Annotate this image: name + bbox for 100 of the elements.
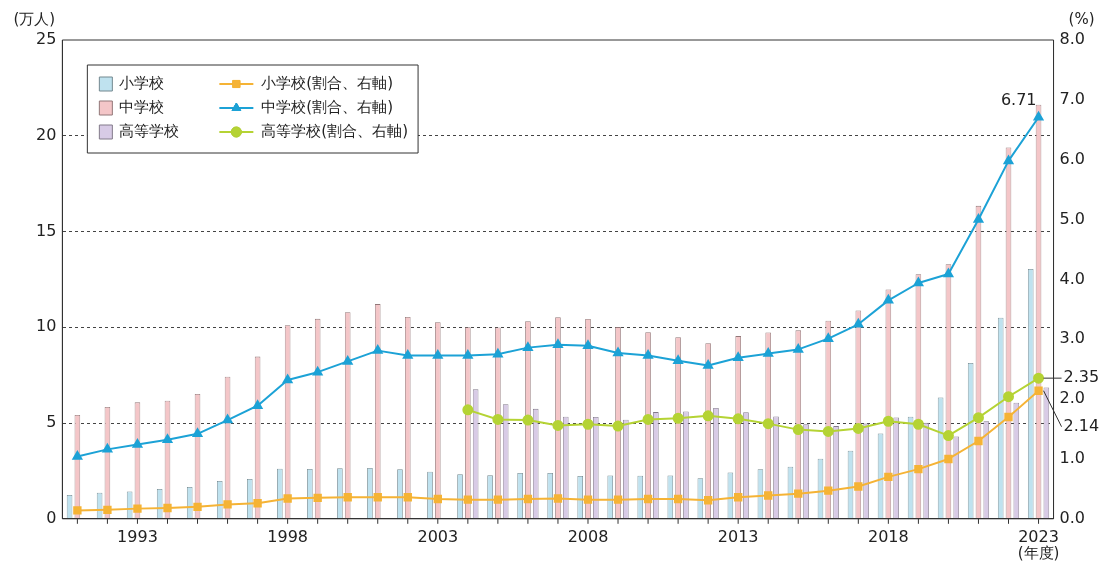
point <box>643 494 653 504</box>
y2-tick-label: 1.0 <box>1059 448 1086 468</box>
y2-tick-label: 6.0 <box>1059 148 1086 168</box>
y-tick-label: 5 <box>46 412 57 432</box>
point <box>702 410 714 422</box>
point <box>974 436 983 446</box>
point <box>582 418 594 430</box>
point <box>493 495 503 504</box>
point <box>854 482 863 491</box>
point <box>1034 386 1043 395</box>
point <box>163 503 172 513</box>
point <box>1033 372 1045 384</box>
point <box>252 400 263 409</box>
point <box>1033 111 1044 121</box>
point <box>283 494 292 503</box>
point <box>613 347 623 357</box>
legend-label: 小学校 <box>119 73 165 92</box>
point <box>884 472 893 482</box>
point <box>222 414 233 424</box>
point <box>883 294 894 304</box>
y2-tick-label: 7.0 <box>1059 89 1086 109</box>
point <box>523 494 533 504</box>
point <box>552 419 564 431</box>
x-tick-label: 2023 <box>1018 526 1059 546</box>
x-axis-title: (年度) <box>1017 544 1060 563</box>
legend-label: 高等学校(割合、右軸) <box>261 121 409 140</box>
point <box>492 348 503 358</box>
point <box>612 420 624 432</box>
point <box>342 355 353 365</box>
point <box>103 505 112 514</box>
y-tick-label: 25 <box>36 29 57 49</box>
y2-axis-title: (%) <box>1068 10 1095 29</box>
point <box>973 214 984 223</box>
point <box>372 345 383 354</box>
point <box>673 494 683 504</box>
point <box>882 415 894 427</box>
point <box>343 493 352 502</box>
point <box>492 413 504 425</box>
x-tick-label: 2003 <box>417 526 459 546</box>
point <box>613 495 623 504</box>
y-tick-label: 15 <box>36 220 57 240</box>
y-tick-label: 20 <box>36 124 57 144</box>
point <box>943 268 954 278</box>
point <box>132 439 143 448</box>
data-label: 2.35 <box>1063 367 1100 387</box>
point <box>403 493 412 502</box>
point <box>824 486 833 495</box>
point <box>463 495 473 504</box>
legend-label: 小学校(割合、右軸) <box>261 73 394 92</box>
point <box>703 360 714 369</box>
point <box>792 424 804 436</box>
point <box>972 412 984 424</box>
point <box>703 496 713 505</box>
point <box>913 277 924 287</box>
point <box>223 500 232 509</box>
x-tick-label: 1993 <box>117 526 158 546</box>
point <box>282 374 293 384</box>
point <box>553 494 563 503</box>
point <box>793 343 804 353</box>
point <box>373 493 382 502</box>
point <box>822 425 834 437</box>
y2-tick-label: 0.0 <box>1059 507 1086 527</box>
x-tick-label: 2008 <box>567 526 609 546</box>
data-label: 6.71 <box>1000 90 1037 110</box>
point <box>944 454 953 464</box>
point <box>1003 155 1014 165</box>
point <box>733 352 744 362</box>
point <box>192 428 203 438</box>
point <box>672 412 684 424</box>
legend-label: 中学校 <box>119 97 165 116</box>
point <box>852 422 864 434</box>
point <box>253 499 262 508</box>
point <box>432 349 443 359</box>
y-tick-label: 0 <box>46 507 57 527</box>
point <box>912 418 924 430</box>
point <box>583 495 593 504</box>
point <box>193 502 202 512</box>
point <box>764 491 773 500</box>
legend-label: 高等学校 <box>119 121 180 140</box>
y-tick-label: 10 <box>36 316 57 336</box>
x-tick-label: 1998 <box>267 526 308 546</box>
point <box>462 349 473 359</box>
x-tick-label: 2013 <box>717 526 759 546</box>
point <box>553 339 563 348</box>
point <box>313 493 322 503</box>
y2-tick-label: 5.0 <box>1059 208 1086 228</box>
point <box>583 340 593 350</box>
point <box>72 451 83 460</box>
point <box>523 342 533 351</box>
legend-label: 中学校(割合、右軸) <box>261 97 394 116</box>
x-tick-label: 2018 <box>868 526 909 546</box>
point <box>162 434 173 444</box>
y2-tick-label: 3.0 <box>1059 328 1086 348</box>
point <box>762 418 774 430</box>
point <box>853 318 864 328</box>
point <box>643 349 653 359</box>
point <box>733 493 743 502</box>
point <box>823 333 834 342</box>
point <box>942 430 954 442</box>
data-label: 2.14 <box>1063 415 1100 435</box>
